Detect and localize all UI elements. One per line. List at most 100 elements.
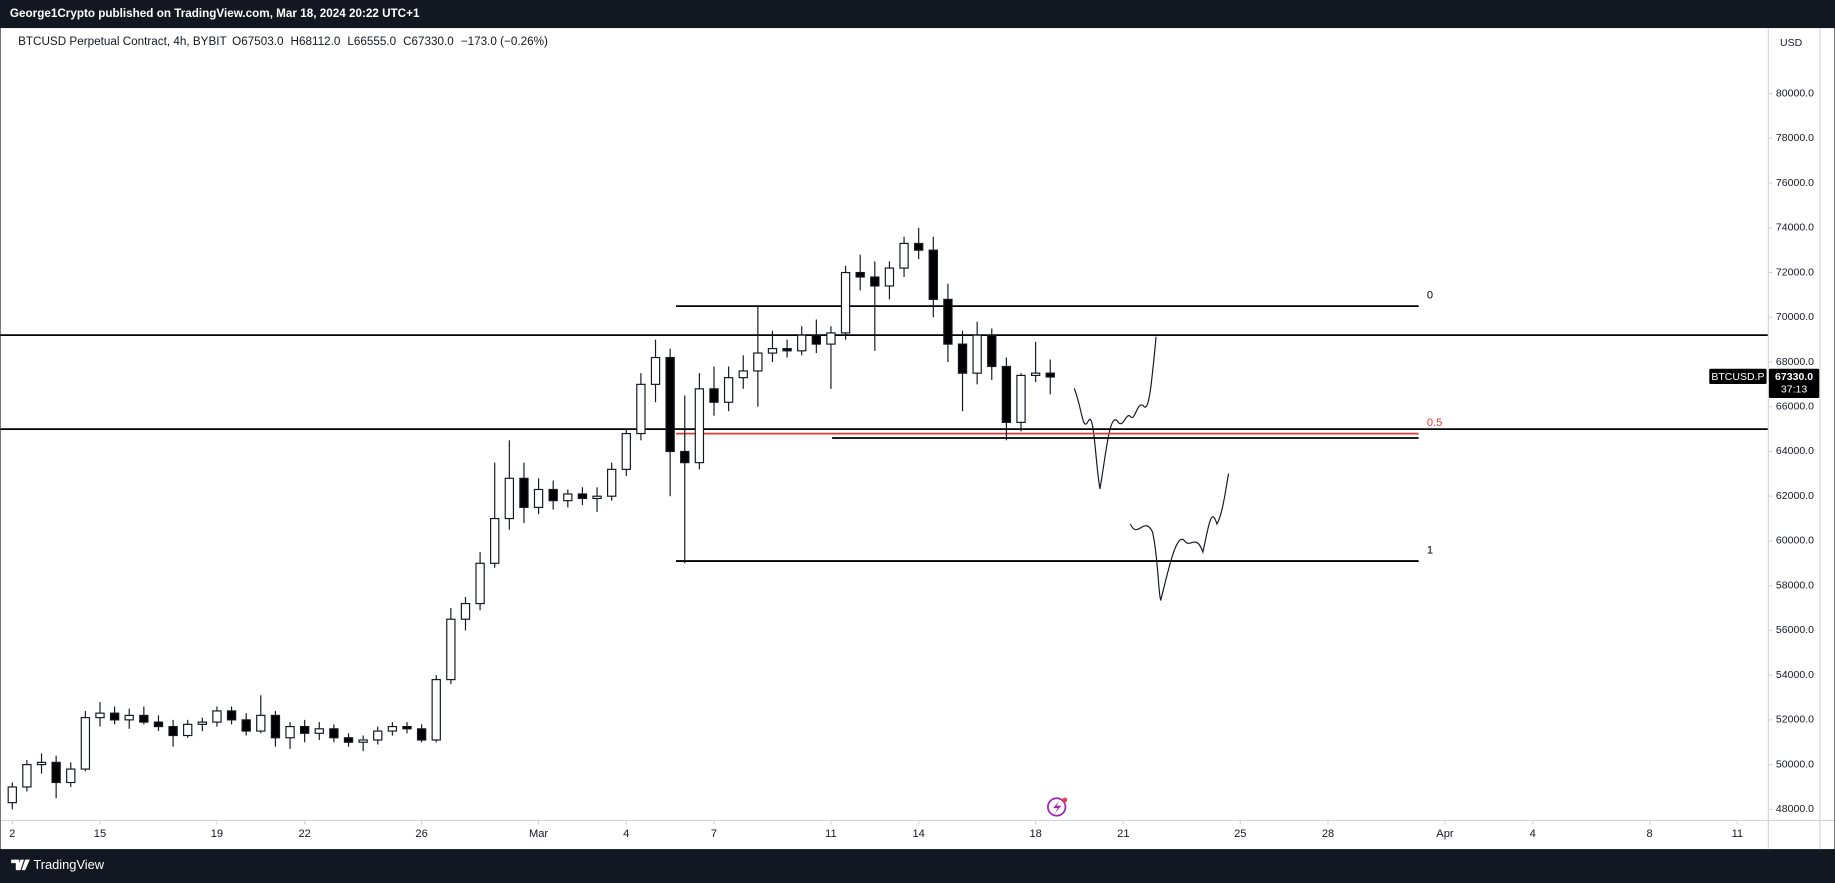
publisher: George1Crypto published on TradingView.c… [10,7,420,20]
candle-body [95,712,105,719]
candle-body [256,714,266,732]
candle-body [870,276,880,287]
candle-body [723,377,734,403]
candle-body [212,710,222,723]
candle-body [811,334,822,345]
y-tick-label: 68000.0 [1776,356,1814,368]
candle-body [943,298,953,345]
candle-body [153,721,164,728]
candle-body [490,517,500,564]
candle-body [168,725,178,737]
ohlc-value: C67330.0 [403,35,454,48]
price-tag: 67330.0 [1775,371,1813,383]
candle-body [1045,372,1055,378]
y-tick-label: 50000.0 [1776,758,1814,770]
candle-body [416,728,427,741]
ohlc-value: H68112.0 [291,35,341,48]
candle-body [299,725,310,734]
candle-body [519,477,529,508]
alert-circle[interactable] [1047,797,1067,817]
candle-body [197,721,208,725]
candle-body [533,488,544,508]
candle-body [767,347,778,354]
price-tag-box [1768,368,1820,399]
candle-body [738,370,748,379]
x-tick-label: 22 [298,828,310,840]
candle-body [577,493,588,500]
brand-name: TradingView [33,857,104,872]
candle-body [606,468,617,497]
y-tick-label: 72000.0 [1776,266,1814,278]
x-tick-label: Mar [529,828,548,840]
x-tick-label: 26 [415,828,427,840]
x-tick-label: 14 [912,828,924,840]
ohlc-value: O67503.0 [232,35,284,48]
candles [7,227,1055,810]
candle-body [431,679,441,741]
candle-body [855,271,865,278]
candle-body [1030,372,1041,377]
candle-body [680,450,690,464]
candle-body [928,249,938,300]
candle-body [563,493,573,502]
candle-body [899,242,909,269]
candle-body [373,730,383,741]
candle-body [270,714,281,739]
x-tick-label: 2 [9,828,15,840]
candle-body [884,267,895,287]
x-tick-label: 28 [1322,828,1334,840]
candle-body [592,495,602,500]
candle-body [51,761,61,784]
y-tick-label: 54000.0 [1776,669,1814,681]
y-tick-label: 70000.0 [1776,311,1814,323]
y-tick-label: 62000.0 [1776,490,1814,502]
candle-body [913,242,924,251]
candle-body [753,352,763,372]
candle-body [36,761,47,766]
alert-icon[interactable] [1047,797,1068,817]
candle-body [665,356,675,453]
candle-body [460,602,471,620]
x-tick-label: 4 [1530,828,1536,840]
symbol-tag: BTCUSD.P [1711,371,1764,383]
candle-body [709,388,719,403]
alert-dot[interactable] [1062,797,1068,803]
fib-label: 1 [1427,544,1433,556]
candle-body [446,618,456,681]
fib-label: 0 [1427,289,1433,301]
y-tick-label: 80000.0 [1776,87,1814,99]
candle-body [80,717,91,770]
y-tick-label: 60000.0 [1776,535,1814,547]
candle-body [358,739,368,743]
countdown: 37:13 [1781,384,1807,396]
candle-body [797,334,807,352]
y-tick-label: 64000.0 [1776,445,1814,457]
candle-body [957,343,968,374]
candle-body [548,488,558,502]
candle-body [22,764,32,788]
candle-body [241,719,251,732]
y-tick-label: 78000.0 [1776,132,1814,144]
candle-body [826,332,836,345]
candle-body [7,786,17,804]
currency[interactable]: USD [1780,37,1803,49]
candle-body [109,712,120,721]
candle-body [226,710,237,721]
chart-title: BTCUSD Perpetual Contract, 4h, BYBIT [18,35,227,48]
candle-body [650,356,661,385]
candle-body [402,725,412,730]
candle-body [636,383,646,435]
candle-body [183,723,193,737]
alert-bolt[interactable] [1053,801,1062,814]
candle-body [694,388,705,464]
x-tick-label: 11 [825,828,837,840]
brand: TradingView [11,857,105,872]
candle-body [621,432,631,470]
candle-body [66,768,76,784]
candle-body [124,714,134,721]
candle-body [285,725,295,739]
y-tick-label: 74000.0 [1776,222,1814,234]
candle-body [343,737,354,743]
